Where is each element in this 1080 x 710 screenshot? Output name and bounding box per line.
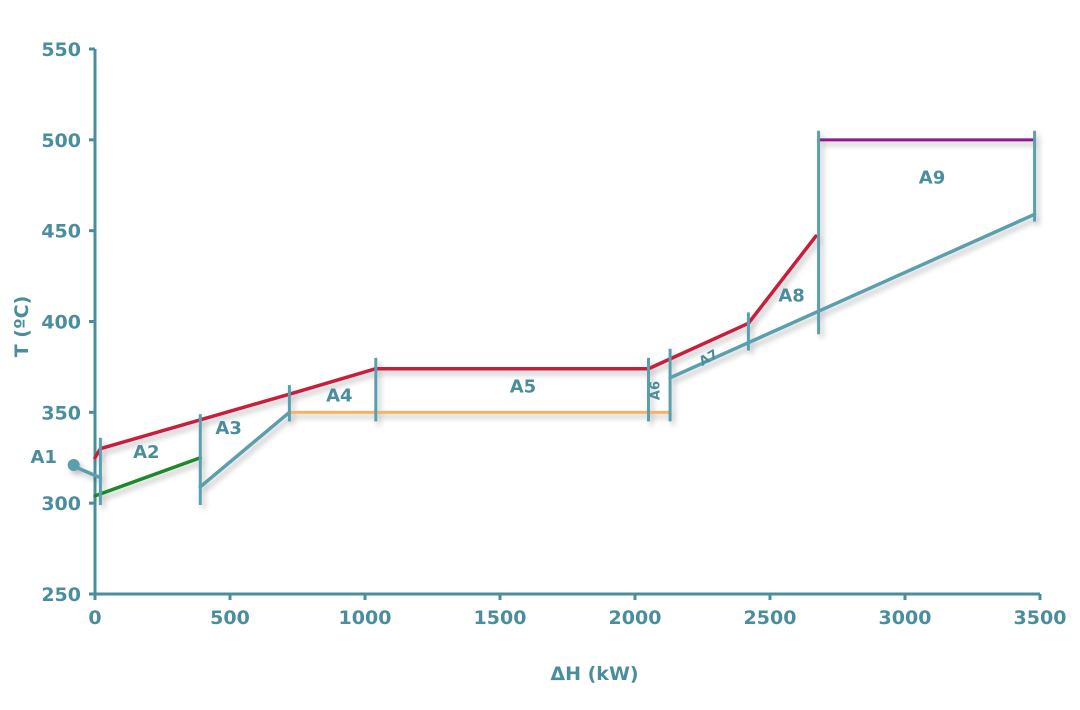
area-label: A5 [510, 376, 536, 397]
x-tick-label: 1000 [339, 607, 392, 629]
area-label: A6 [648, 381, 663, 400]
series-line-cold_c [668, 212, 1037, 380]
series-line-green [93, 456, 203, 498]
x-tick-label: 2500 [744, 607, 797, 629]
x-tick-label: 3000 [879, 607, 932, 629]
area-label: A9 [919, 167, 945, 188]
x-tick-label: 0 [88, 607, 101, 629]
series-line-hot [93, 234, 818, 460]
y-tick-label: 550 [41, 39, 81, 61]
x-tick-label: 3500 [1014, 607, 1067, 629]
x-axis-label: ΔH (kW) [550, 663, 638, 685]
plot-area [67, 130, 1037, 505]
y-tick-label: 250 [41, 584, 81, 606]
area-label: A8 [778, 286, 804, 307]
y-tick-label: 350 [41, 402, 81, 424]
y-tick-label: 300 [41, 493, 81, 515]
axes [89, 47, 1042, 600]
area-labels: A1 A2 A3 A4 A5 A6 A7 A8 A9 [30, 167, 945, 468]
y-tick-label: 450 [41, 221, 81, 243]
area-label: A2 [133, 442, 159, 463]
area-label: A1 [30, 447, 56, 468]
x-tick-label: 500 [210, 607, 250, 629]
area-label: A3 [215, 418, 241, 439]
y-axis-label: T (ºC) [11, 296, 33, 358]
x-tick-label: 2000 [609, 607, 662, 629]
tick-labels: 250 300 350 400 450 500 550 0 500 1000 1500 2000 250… [41, 39, 1066, 629]
pointer-dot [67, 459, 80, 472]
area-label: A4 [326, 385, 352, 406]
series-line-cold_b [198, 410, 292, 489]
area-label: A7 [697, 347, 721, 370]
y-tick-label: 500 [41, 130, 81, 152]
x-tick-label: 1500 [474, 607, 527, 629]
y-tick-label: 400 [41, 312, 81, 334]
